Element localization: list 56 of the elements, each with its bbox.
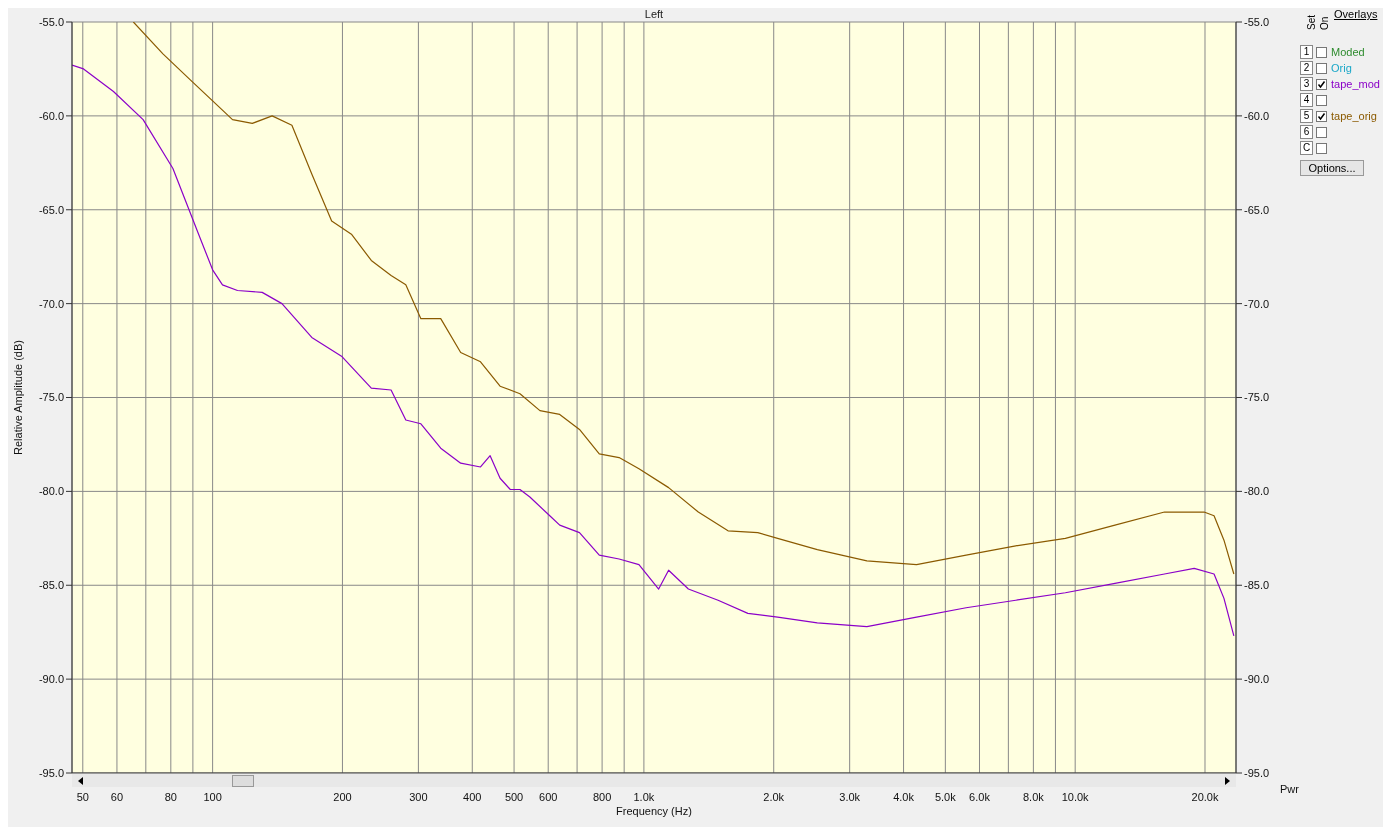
text: Orig xyxy=(1331,62,1352,74)
x-tick-label: 4.0k xyxy=(893,790,915,803)
y2-tick-label: -70.0 xyxy=(1244,297,1270,310)
x-tick-label: 3.0k xyxy=(839,790,861,803)
x-tick-label: 50 xyxy=(76,790,89,803)
x-tick-label: 1.0k xyxy=(633,790,655,803)
y-tick-label: -55.0 xyxy=(38,15,64,28)
y-tick-label: -75.0 xyxy=(38,391,64,404)
y2-tick-label: -85.0 xyxy=(1244,579,1270,592)
text: 4 xyxy=(1300,93,1313,107)
y-axis-title: Relative Amplitude (dB) xyxy=(11,340,24,455)
y2-tick-label: -75.0 xyxy=(1244,391,1270,404)
text: tape_orig xyxy=(1331,110,1377,122)
y-tick-label: -60.0 xyxy=(38,109,64,122)
x-tick-label: 300 xyxy=(409,790,428,803)
x-tick-label: 20.0k xyxy=(1191,790,1219,803)
y-tick-label: -70.0 xyxy=(38,297,64,310)
text: 2 xyxy=(1300,61,1313,75)
x-tick-label: 6.0k xyxy=(969,790,991,803)
y-tick-label: -65.0 xyxy=(38,203,64,216)
text: 5 xyxy=(1300,109,1313,123)
text: tape_mod xyxy=(1331,78,1380,90)
y2-tick-label: -55.0 xyxy=(1244,15,1270,28)
x-tick-label: 100 xyxy=(203,790,222,803)
text: 1 xyxy=(1300,45,1313,59)
text: On xyxy=(1319,16,1330,30)
y2-tick-label: -80.0 xyxy=(1244,485,1270,498)
x-axis-title: Frequency (Hz) xyxy=(616,805,692,817)
y-tick-label: -95.0 xyxy=(38,766,64,779)
chart-title: Left xyxy=(643,8,665,20)
x-tick-label: 500 xyxy=(504,790,524,803)
x-tick-label: 8.0k xyxy=(1022,790,1045,803)
x-tick-label: 10.0k xyxy=(1061,790,1090,803)
x-tick-label: 80 xyxy=(164,790,177,803)
text: 6 xyxy=(1300,125,1313,139)
y2-tick-label: -60.0 xyxy=(1244,109,1270,122)
text: Overlays xyxy=(1334,8,1378,20)
y-tick-label: -80.0 xyxy=(38,485,64,498)
x-tick-label: 5.0k xyxy=(934,790,957,803)
x-tick-label: 2.0k xyxy=(763,790,785,803)
text: Pwr xyxy=(1280,783,1299,795)
y-tick-label: -85.0 xyxy=(38,579,64,592)
y-tick-label: -90.0 xyxy=(38,673,64,686)
y2-tick-label: -65.0 xyxy=(1244,203,1270,216)
x-tick-label: 400 xyxy=(463,790,482,803)
y2-tick-label: -90.0 xyxy=(1244,673,1270,686)
y2-tick-label: -95.0 xyxy=(1244,766,1270,779)
text: 3 xyxy=(1300,77,1313,91)
text: Moded xyxy=(1331,46,1365,58)
text: Set xyxy=(1306,14,1317,30)
text: Options... xyxy=(1300,160,1364,176)
text: C xyxy=(1300,141,1313,155)
x-tick-label: 60 xyxy=(110,790,124,803)
x-tick-label: 200 xyxy=(333,790,352,803)
x-tick-label: 600 xyxy=(539,790,558,803)
x-tick-label: 800 xyxy=(592,790,612,803)
